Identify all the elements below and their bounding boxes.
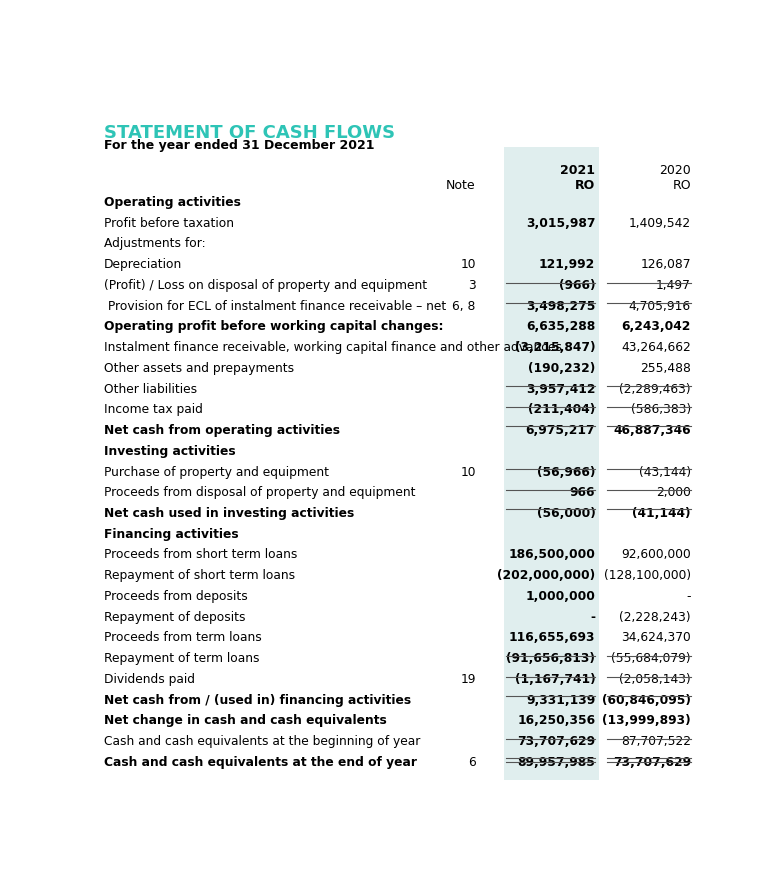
Text: 1,497: 1,497	[656, 278, 691, 292]
Text: Cash and cash equivalents at the end of year: Cash and cash equivalents at the end of …	[103, 756, 416, 769]
Text: 121,992: 121,992	[539, 258, 595, 271]
Bar	[504, 147, 599, 780]
Text: Net cash used in investing activities: Net cash used in investing activities	[103, 507, 354, 520]
Text: (41,144): (41,144)	[632, 507, 691, 520]
Text: 89,957,985: 89,957,985	[517, 756, 595, 769]
Text: 43,264,662: 43,264,662	[621, 341, 691, 354]
Text: For the year ended 31 December 2021: For the year ended 31 December 2021	[103, 139, 374, 152]
Text: 46,887,346: 46,887,346	[613, 424, 691, 437]
Text: (2,228,243): (2,228,243)	[619, 611, 691, 623]
Text: Provision for ECL of instalment finance receivable – net: Provision for ECL of instalment finance …	[103, 300, 446, 313]
Text: Repayment of term loans: Repayment of term loans	[103, 652, 259, 665]
Text: 9,331,139: 9,331,139	[526, 694, 595, 706]
Text: 6,635,288: 6,635,288	[526, 320, 595, 333]
Text: 1,409,542: 1,409,542	[629, 217, 691, 230]
Text: Net cash from / (used in) financing activities: Net cash from / (used in) financing acti…	[103, 694, 411, 706]
Text: Investing activities: Investing activities	[103, 445, 235, 458]
Text: (128,100,000): (128,100,000)	[604, 569, 691, 583]
Text: 126,087: 126,087	[641, 258, 691, 271]
Text: 73,707,629: 73,707,629	[517, 735, 595, 748]
Text: (211,404): (211,404)	[528, 403, 595, 416]
Text: Proceeds from disposal of property and equipment: Proceeds from disposal of property and e…	[103, 486, 415, 499]
Text: 6,975,217: 6,975,217	[526, 424, 595, 437]
Text: 34,624,370: 34,624,370	[621, 631, 691, 644]
Text: 6, 8: 6, 8	[453, 300, 476, 313]
Text: (56,966): (56,966)	[537, 466, 595, 478]
Text: Income tax paid: Income tax paid	[103, 403, 203, 416]
Text: (43,144): (43,144)	[639, 466, 691, 478]
Text: Operating profit before working capital changes:: Operating profit before working capital …	[103, 320, 443, 333]
Text: -: -	[591, 611, 595, 623]
Text: Instalment finance receivable, working capital finance and other advances: Instalment finance receivable, working c…	[103, 341, 561, 354]
Text: 3,957,412: 3,957,412	[526, 383, 595, 395]
Text: 6,243,042: 6,243,042	[621, 320, 691, 333]
Text: 16,250,356: 16,250,356	[517, 714, 595, 728]
Text: Profit before taxation: Profit before taxation	[103, 217, 234, 230]
Text: -: -	[686, 590, 691, 603]
Text: Other assets and prepayments: Other assets and prepayments	[103, 362, 294, 375]
Text: STATEMENT OF CASH FLOWS: STATEMENT OF CASH FLOWS	[103, 124, 395, 141]
Text: (3,215,847): (3,215,847)	[515, 341, 595, 354]
Text: (91,656,813): (91,656,813)	[507, 652, 595, 665]
Text: 186,500,000: 186,500,000	[508, 548, 595, 561]
Text: Adjustments for:: Adjustments for:	[103, 238, 205, 250]
Text: 2020: 2020	[659, 164, 691, 177]
Text: 4,705,916: 4,705,916	[629, 300, 691, 313]
Text: 116,655,693: 116,655,693	[509, 631, 595, 644]
Text: (Profit) / Loss on disposal of property and equipment: (Profit) / Loss on disposal of property …	[103, 278, 426, 292]
Text: Net change in cash and cash equivalents: Net change in cash and cash equivalents	[103, 714, 386, 728]
Text: Net cash from operating activities: Net cash from operating activities	[103, 424, 339, 437]
Text: (190,232): (190,232)	[528, 362, 595, 375]
Text: Other liabilities: Other liabilities	[103, 383, 197, 395]
Text: Note: Note	[446, 179, 476, 192]
Text: Repayment of short term loans: Repayment of short term loans	[103, 569, 295, 583]
Text: (2,289,463): (2,289,463)	[619, 383, 691, 395]
Text: (56,000): (56,000)	[537, 507, 595, 520]
Text: 1,000,000: 1,000,000	[525, 590, 595, 603]
Text: 255,488: 255,488	[640, 362, 691, 375]
Text: RO: RO	[575, 179, 595, 192]
Text: RO: RO	[672, 179, 691, 192]
Text: (60,846,095): (60,846,095)	[602, 694, 691, 706]
Text: 92,600,000: 92,600,000	[621, 548, 691, 561]
Text: 10: 10	[460, 258, 476, 271]
Text: Financing activities: Financing activities	[103, 528, 238, 541]
Text: Operating activities: Operating activities	[103, 196, 241, 209]
Text: (586,383): (586,383)	[631, 403, 691, 416]
Text: (2,058,143): (2,058,143)	[619, 673, 691, 686]
Text: (13,999,893): (13,999,893)	[602, 714, 691, 728]
Text: 3,498,275: 3,498,275	[526, 300, 595, 313]
Text: 2021: 2021	[561, 164, 595, 177]
Text: 3: 3	[468, 278, 476, 292]
Text: Dividends paid: Dividends paid	[103, 673, 194, 686]
Text: 6: 6	[468, 756, 476, 769]
Text: (202,000,000): (202,000,000)	[497, 569, 595, 583]
Text: (966): (966)	[559, 278, 595, 292]
Text: 19: 19	[460, 673, 476, 686]
Text: Repayment of deposits: Repayment of deposits	[103, 611, 245, 623]
Text: (55,684,079): (55,684,079)	[611, 652, 691, 665]
Text: Depreciation: Depreciation	[103, 258, 182, 271]
Text: Purchase of property and equipment: Purchase of property and equipment	[103, 466, 328, 478]
Text: Proceeds from short term loans: Proceeds from short term loans	[103, 548, 297, 561]
Text: Cash and cash equivalents at the beginning of year: Cash and cash equivalents at the beginni…	[103, 735, 420, 748]
Text: Proceeds from deposits: Proceeds from deposits	[103, 590, 247, 603]
Text: 3,015,987: 3,015,987	[526, 217, 595, 230]
Text: (1,167,741): (1,167,741)	[515, 673, 595, 686]
Text: 2,000: 2,000	[656, 486, 691, 499]
Text: 73,707,629: 73,707,629	[613, 756, 691, 769]
Text: Proceeds from term loans: Proceeds from term loans	[103, 631, 261, 644]
Text: 87,707,522: 87,707,522	[621, 735, 691, 748]
Text: 966: 966	[570, 486, 595, 499]
Text: 10: 10	[460, 466, 476, 478]
